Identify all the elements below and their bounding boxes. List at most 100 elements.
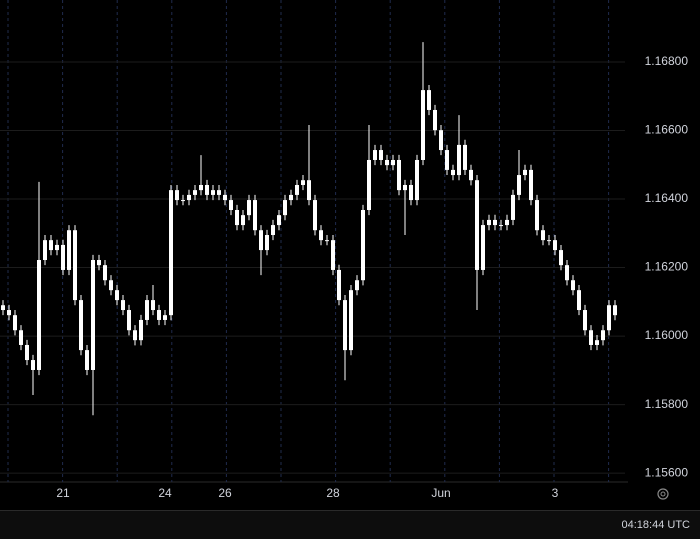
candle-body	[451, 169, 455, 176]
y-tick-label: 1.15800	[645, 397, 689, 411]
candle-body	[7, 310, 11, 316]
candle-body	[595, 340, 599, 345]
candle-body	[61, 244, 65, 270]
candle-body	[529, 169, 533, 201]
candle-body	[55, 244, 59, 251]
candle-body	[577, 290, 581, 311]
candle-body	[325, 240, 329, 242]
candle-body	[169, 190, 173, 316]
candle-body	[415, 159, 419, 201]
candle-body	[613, 305, 617, 316]
candle-body	[583, 310, 587, 331]
candle-body	[535, 200, 539, 231]
candle-body	[25, 344, 29, 361]
candle-body	[391, 159, 395, 166]
candle-body	[193, 190, 197, 195]
candle-body	[361, 209, 365, 281]
candle-body	[313, 200, 317, 231]
x-tick-label: 3	[552, 486, 559, 500]
candle-body	[547, 240, 551, 242]
candle-body	[13, 315, 17, 331]
candle-body	[73, 230, 77, 301]
candle-body	[241, 215, 245, 226]
candle-body	[397, 159, 401, 191]
candle-body	[85, 350, 89, 370]
candle-body	[601, 330, 605, 341]
candle-body	[175, 190, 179, 201]
candle-body	[301, 180, 305, 185]
candle-body	[493, 219, 497, 226]
x-tick-label: Jun	[431, 486, 450, 500]
candle-body	[463, 144, 467, 170]
candle-body	[355, 280, 359, 291]
settings-icon[interactable]	[657, 488, 669, 500]
candle-body	[37, 260, 41, 370]
x-tick-label: 24	[158, 486, 172, 500]
candle-body	[223, 194, 227, 201]
y-tick-label: 1.16000	[645, 328, 689, 342]
candle-body	[103, 265, 107, 281]
clock: 04:18:44 UTC	[622, 519, 691, 531]
candle-body	[247, 200, 251, 216]
candle-body	[559, 250, 563, 266]
candle-body	[499, 225, 503, 227]
candle-body	[259, 230, 263, 251]
candle-body	[67, 230, 71, 270]
candle-body	[115, 290, 119, 301]
candle-body	[49, 240, 53, 251]
candle-body	[31, 360, 35, 370]
candle-body	[199, 184, 203, 191]
candle-body	[97, 260, 101, 266]
candle-body	[217, 190, 221, 195]
candle-body	[307, 180, 311, 201]
candle-body	[19, 330, 23, 345]
candle-body	[229, 200, 233, 210]
candle-body	[475, 180, 479, 270]
candle-body	[331, 240, 335, 270]
y-tick-label: 1.16600	[645, 123, 689, 137]
status-bar	[0, 510, 700, 539]
candle-body	[553, 240, 557, 251]
candle-body	[91, 260, 95, 370]
candle-body	[469, 169, 473, 181]
candle-body	[541, 230, 545, 241]
candle-body	[433, 109, 437, 131]
candle-body	[235, 209, 239, 226]
candle-body	[409, 184, 413, 201]
x-tick-label: 21	[56, 486, 70, 500]
candle-body	[523, 169, 527, 176]
candle-body	[439, 130, 443, 151]
candle-body	[277, 215, 281, 226]
y-tick-label: 1.16400	[645, 191, 689, 205]
candle-body	[181, 200, 185, 202]
candle-body	[283, 200, 287, 216]
candle-body	[343, 300, 347, 351]
candle-body	[565, 265, 569, 281]
candle-body	[481, 225, 485, 270]
candle-body	[511, 194, 515, 220]
candles	[1, 42, 617, 416]
candle-body	[517, 175, 521, 195]
candle-body	[589, 330, 593, 345]
candle-body	[457, 144, 461, 176]
x-tick-label: 26	[218, 486, 232, 500]
candle-body	[109, 280, 113, 291]
candle-body	[133, 330, 137, 341]
candle-body	[337, 269, 341, 301]
candle-body	[571, 280, 575, 291]
candle-body	[373, 150, 377, 160]
candle-body	[427, 90, 431, 110]
candle-body	[295, 184, 299, 195]
candle-body	[445, 150, 449, 170]
candle-body	[421, 90, 425, 160]
candle-body	[121, 300, 125, 311]
candle-body	[487, 219, 491, 226]
candle-body	[367, 159, 371, 210]
y-tick-label: 1.16800	[645, 54, 689, 68]
candle-body	[205, 184, 209, 195]
candle-body	[265, 235, 269, 251]
candle-body	[151, 300, 155, 311]
candle-body	[385, 159, 389, 166]
y-tick-label: 1.15600	[645, 465, 689, 479]
